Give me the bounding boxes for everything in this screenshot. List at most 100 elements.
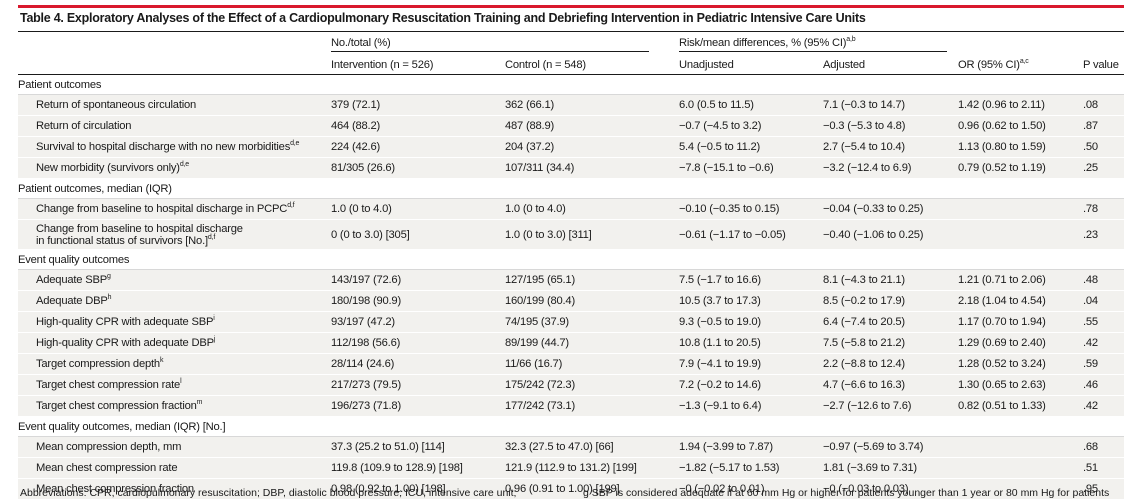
cell-adjusted: −0.04 (−0.33 to 0.25) <box>823 198 958 220</box>
cell-adjusted: −0.3 (−5.3 to 4.8) <box>823 115 958 137</box>
row-label-text: Survival to hospital discharge with no n… <box>36 141 291 153</box>
cell-p: .51 <box>1083 457 1124 479</box>
header-or-footnote: a,c <box>1019 58 1029 65</box>
cell-unadjusted: 5.4 (−0.5 to 11.2) <box>679 136 823 158</box>
cell-p: .50 <box>1083 136 1124 158</box>
row-label-footnote: d,f <box>287 202 295 209</box>
cell-or: 0.79 (0.52 to 1.19) <box>958 157 1083 179</box>
cell-adjusted: 6.4 (−7.4 to 20.5) <box>823 311 958 333</box>
cell-control: 32.3 (27.5 to 47.0) [66] <box>505 436 679 458</box>
row-label-footnote: l <box>180 378 182 385</box>
section-header-row: Patient outcomes <box>18 74 1124 95</box>
cell-or: 1.30 (0.65 to 2.63) <box>958 374 1083 396</box>
row-label-text: Mean chest compression fraction <box>36 483 194 495</box>
cell-or: 1.21 (0.71 to 2.06) <box>958 269 1083 291</box>
cell-p: .04 <box>1083 290 1124 312</box>
cell-intervention: 217/273 (79.5) <box>331 374 505 396</box>
cell-or <box>958 219 1083 250</box>
row-label: Mean compression depth, mm <box>18 436 331 458</box>
cell-control: 175/242 (72.3) <box>505 374 679 396</box>
cell-p: .42 <box>1083 395 1124 417</box>
table-row: Target chest compression fractionm 196/27… <box>18 395 1124 417</box>
cell-or: 2.18 (1.04 to 4.54) <box>958 290 1083 312</box>
title-rule <box>18 31 1124 32</box>
cell-adjusted: 2.7 (−5.4 to 10.4) <box>823 136 958 158</box>
cell-p: .68 <box>1083 436 1124 458</box>
row-label-footnote: m <box>196 399 203 406</box>
row-label-text: Change from baseline to hospital dischar… <box>36 222 243 235</box>
row-label-text: Target compression depth <box>36 358 160 370</box>
table-row: Survival to hospital discharge with no n… <box>18 136 1124 158</box>
cell-or: 0.96 (0.62 to 1.50) <box>958 115 1083 137</box>
footnote-abbreviations: Abbreviations: CPR, cardiopulmonary resu… <box>20 487 517 499</box>
row-label-footnote: j <box>213 336 216 343</box>
table-body: Patient outcomes Return of spontaneous ci… <box>18 74 1124 500</box>
table-row: Target chest compression ratel 217/273 (7… <box>18 374 1124 396</box>
cell-unadjusted: 6.0 (0.5 to 11.5) <box>679 94 823 116</box>
header-group-counts-label: No./total (%) <box>331 36 391 49</box>
cell-p: .46 <box>1083 374 1124 396</box>
row-label: Change from baseline to hospital dischar… <box>18 219 331 250</box>
row-label: Adequate DBPh <box>18 290 331 312</box>
section-title: Event quality outcomes <box>18 249 1124 270</box>
cell-or <box>958 436 1083 458</box>
header-blank-p <box>1083 32 1124 56</box>
cell-control: 160/199 (80.4) <box>505 290 679 312</box>
section-header-row: Event quality outcomes, median (IQR) [No… <box>18 416 1124 437</box>
cell-intervention: 37.3 (25.2 to 51.0) [114] <box>331 436 505 458</box>
table-row: Mean compression depth, mm 37.3 (25.2 to … <box>18 436 1124 458</box>
cell-unadjusted: −1.82 (−5.17 to 1.53) <box>679 457 823 479</box>
cell-intervention: 464 (88.2) <box>331 115 505 137</box>
results-table: No./total (%) Risk/mean differences, % (… <box>18 32 1124 500</box>
footnote-g: g SBP is considered adequate if at 60 mm… <box>583 487 1110 499</box>
row-label: High-quality CPR with adequate SBPi <box>18 311 331 333</box>
cell-control: 204 (37.2) <box>505 136 679 158</box>
row-label-text: Adequate SBP <box>36 274 107 286</box>
cell-p: .25 <box>1083 157 1124 179</box>
table-row: Change from baseline to hospital dischar… <box>18 219 1124 250</box>
cell-unadjusted: 7.9 (−4.1 to 19.9) <box>679 353 823 375</box>
cell-unadjusted: 7.5 (−1.7 to 16.6) <box>679 269 823 291</box>
row-label: Change from baseline to hospital dischar… <box>18 198 331 220</box>
row-label: Target chest compression fractionm <box>18 395 331 417</box>
row-label-footnote: d,e <box>290 140 300 147</box>
row-label-text: Return of circulation <box>36 120 132 132</box>
row-label-footnote: d,f <box>207 233 216 241</box>
row-label-text: High-quality CPR with adequate SBP <box>36 316 214 328</box>
row-label-text-line2: in functional status of survivors [No.] <box>36 234 208 247</box>
row-label: High-quality CPR with adequate DBPj <box>18 332 331 354</box>
cell-adjusted: −0.40 (−1.06 to 0.25) <box>823 219 958 250</box>
table-row: Adequate SBPg 143/197 (72.6) 127/195 (65.1… <box>18 269 1124 291</box>
cell-unadjusted: −0.7 (−4.5 to 3.2) <box>679 115 823 137</box>
cell-unadjusted: −7.8 (−15.1 to −0.6) <box>679 157 823 179</box>
cell-intervention: 112/198 (56.6) <box>331 332 505 354</box>
cell-unadjusted: 9.3 (−0.5 to 19.0) <box>679 311 823 333</box>
row-label: New morbidity (survivors only)d,e <box>18 157 331 179</box>
cell-p: .23 <box>1083 219 1124 250</box>
cell-unadjusted: 10.5 (3.7 to 17.3) <box>679 290 823 312</box>
header-adjusted: Adjusted <box>823 59 865 71</box>
header-group-differences: Risk/mean differences, % (95% CI)a,b <box>679 32 958 56</box>
cell-intervention: 143/197 (72.6) <box>331 269 505 291</box>
cell-or: 1.17 (0.70 to 1.94) <box>958 311 1083 333</box>
table-row: High-quality CPR with adequate SBPi 93/19… <box>18 311 1124 333</box>
cell-control: 487 (88.9) <box>505 115 679 137</box>
row-label: Target compression depthk <box>18 353 331 375</box>
row-label-footnote: d,e <box>179 161 189 168</box>
cell-intervention: 81/305 (26.6) <box>331 157 505 179</box>
cell-adjusted: 4.7 (−6.6 to 16.3) <box>823 374 958 396</box>
table-row: Adequate DBPh 180/198 (90.9) 160/199 (80.4… <box>18 290 1124 312</box>
cell-adjusted: 8.1 (−4.3 to 21.1) <box>823 269 958 291</box>
row-label-text: Target chest compression fraction <box>36 400 197 412</box>
row-label: Return of circulation <box>18 115 331 137</box>
cell-p: .08 <box>1083 94 1124 116</box>
table-title: Table 4. Exploratory Analyses of the Eff… <box>20 11 866 25</box>
header-unadjusted: Unadjusted <box>679 59 734 71</box>
cell-adjusted: 2.2 (−8.8 to 12.4) <box>823 353 958 375</box>
cell-or <box>958 198 1083 220</box>
cell-adjusted: −0.97 (−5.69 to 3.74) <box>823 436 958 458</box>
cell-control: 11/66 (16.7) <box>505 353 679 375</box>
cell-control: 89/199 (44.7) <box>505 332 679 354</box>
row-label-text: Adequate DBP <box>36 295 108 307</box>
header-or-label: OR (95% CI) <box>958 59 1020 71</box>
